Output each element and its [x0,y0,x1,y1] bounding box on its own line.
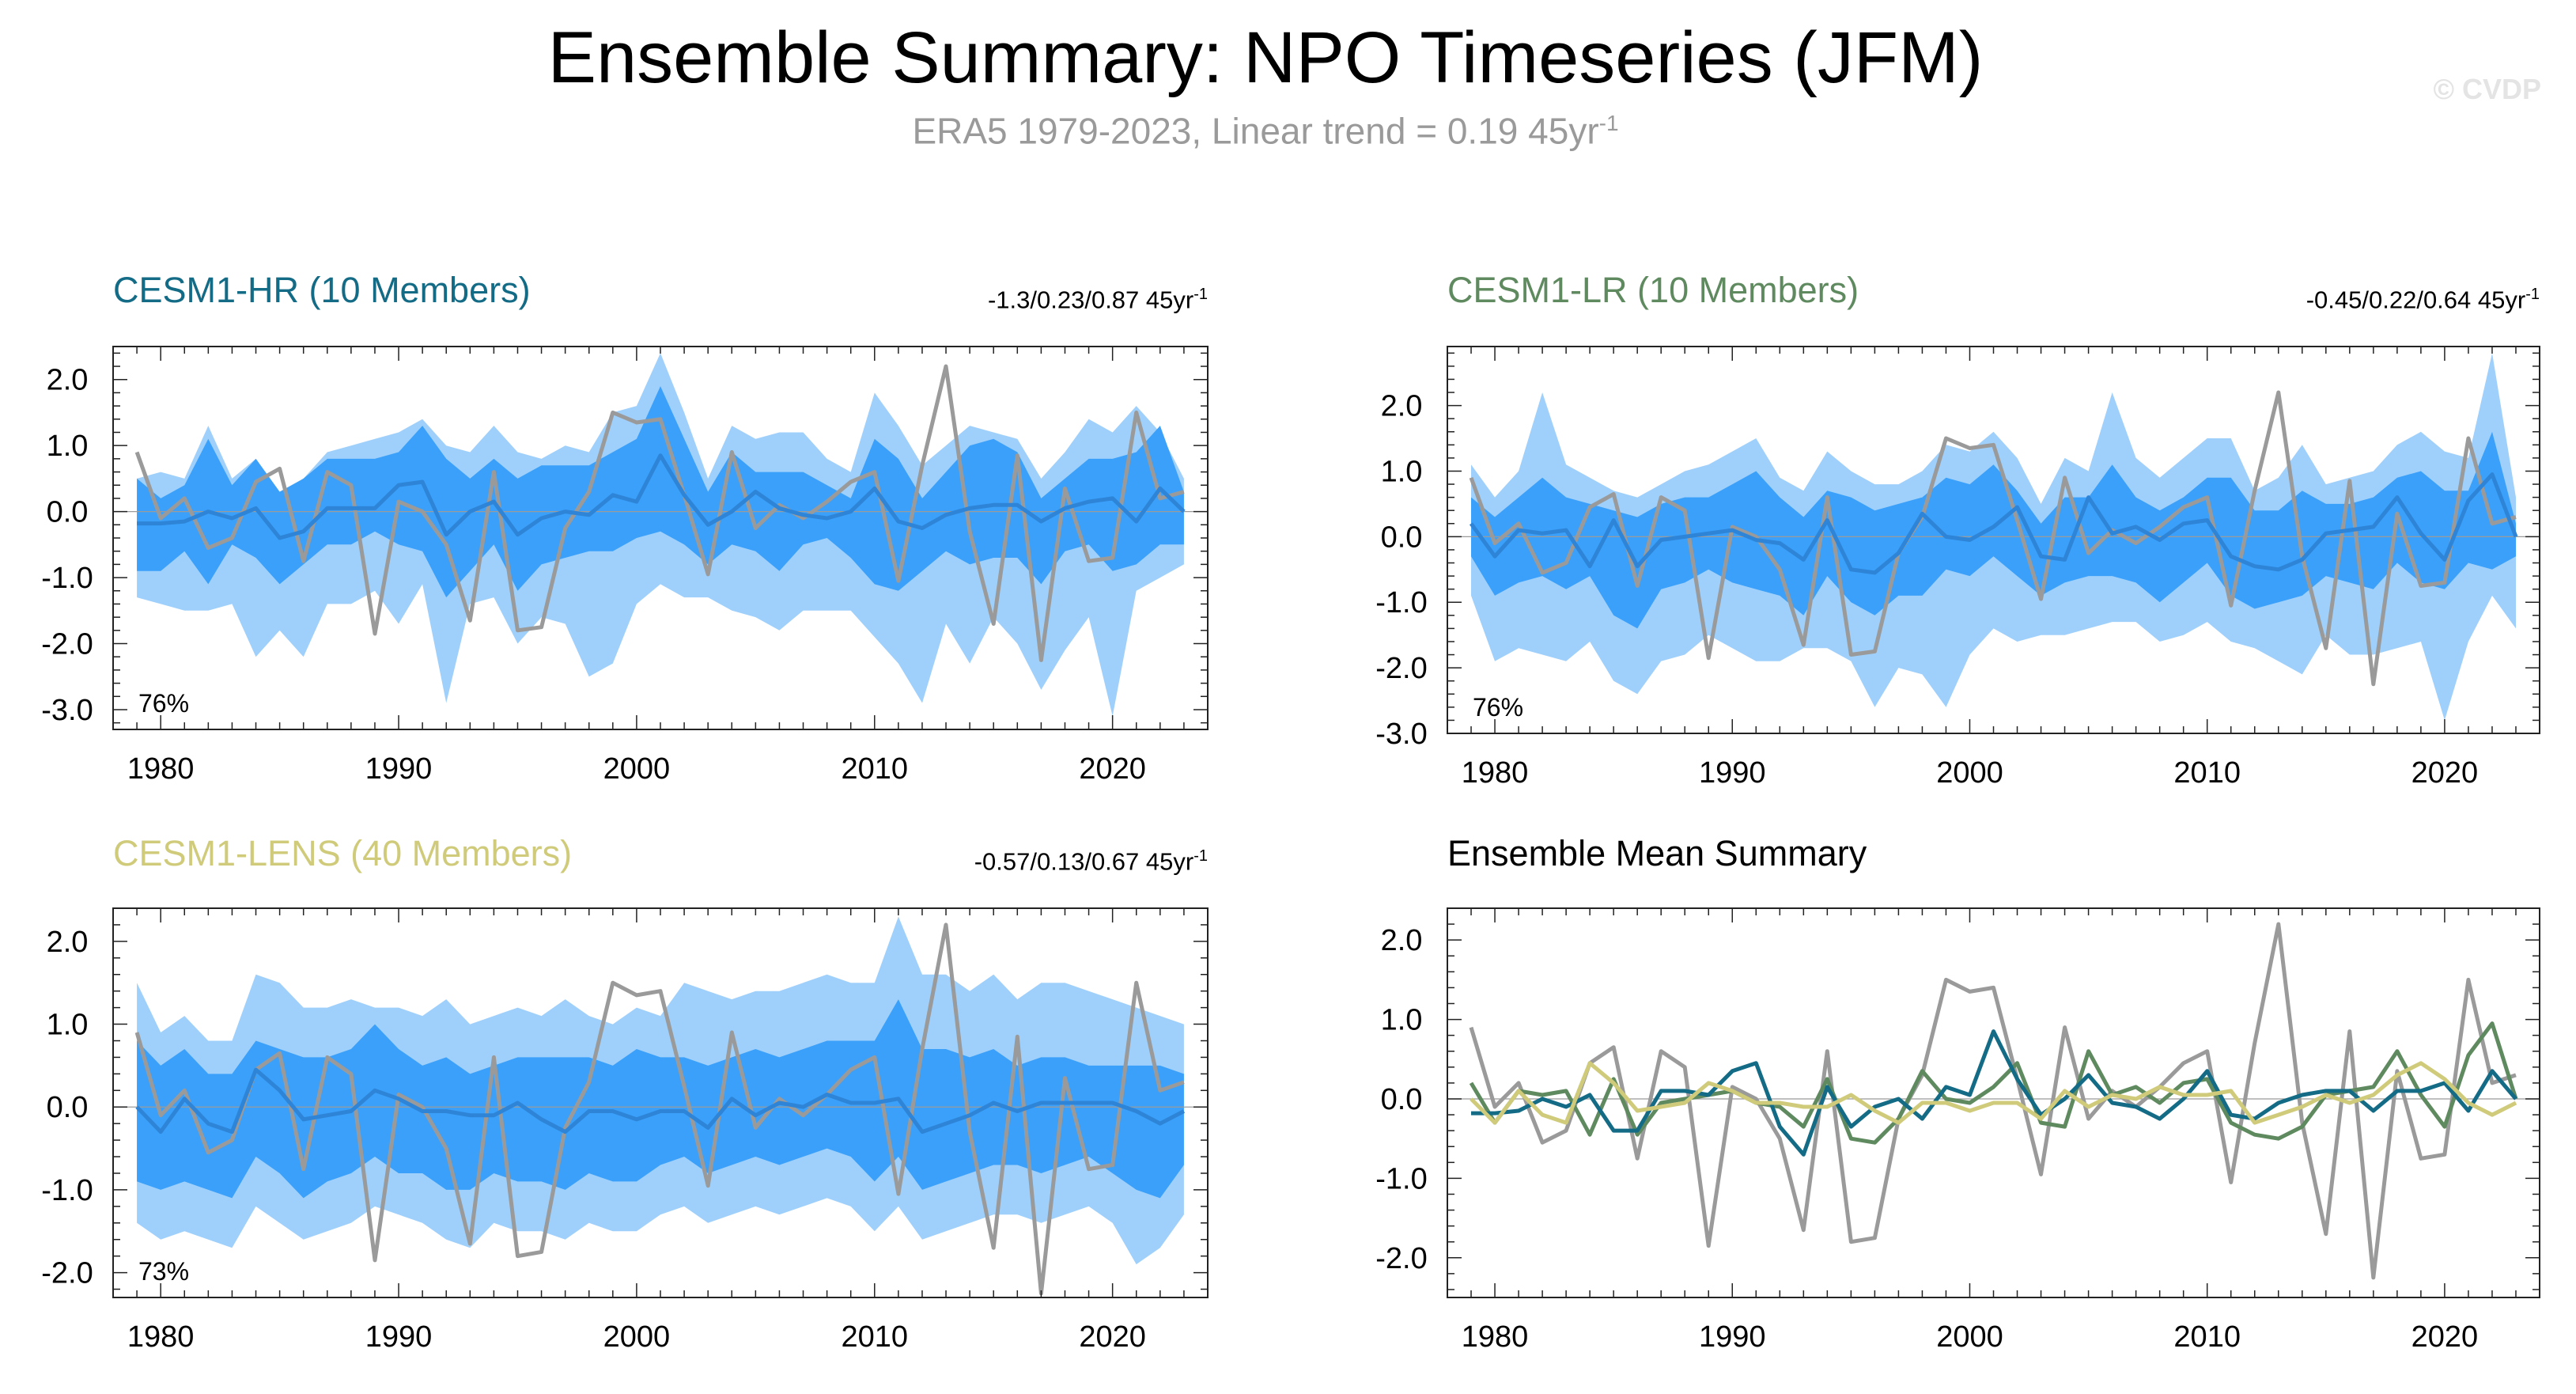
ensemble-mean-line-lr [1469,472,2518,575]
x-tick-label: 2010 [842,1320,909,1354]
x-tick-label: 1980 [1462,1320,1529,1354]
percent-label-lens: 73% [138,1257,189,1286]
percent-label-hr: 76% [138,689,189,718]
x-tick-label: 2020 [2411,1320,2479,1354]
y-tick-label: 2.0 [47,364,89,397]
chart-panel-mean: 1980 1990 2000 2010 2020 2.0 1.0 0.0 -1.0 -2.0 [1375,907,2540,1354]
inner-band-hr [137,386,1184,598]
y-tick-label: 0.0 [47,496,89,529]
panel-title-hr: CESM1-HR (10 Members) [113,270,531,310]
x-tick-label: 2010 [842,752,909,786]
x-tick-label: 2000 [603,752,671,786]
panel-title-ensemble-mean: Ensemble Mean Summary [1447,833,1867,873]
y-tick-label: -2.0 [1375,1242,1427,1275]
x-tick-label: 2010 [2173,756,2241,790]
x-tick-label: 2000 [1936,756,2003,790]
y-tick-label: 0.0 [1381,521,1423,554]
y-tick-label: -1.0 [41,1174,93,1207]
y-tick-label: 1.0 [47,1009,89,1042]
percent-label-lr: 76% [1473,693,1523,722]
trend-text-hr: -1.3/0.23/0.87 45yr [987,286,1194,314]
x-tick-label: 1990 [1699,1320,1766,1354]
observations-line-hr [134,364,1185,662]
trend-label-hr: -1.3/0.23/0.87 45yr-1 [807,278,1208,316]
chart-panel-hr: 76% 1980 1990 2000 2010 2020 2.0 1.0 0.0 -1.0 -2.0… [41,346,1209,786]
chart-panel-lens: 73% 1980 1990 2000 2010 2020 2.0 1.0 0.0 -1.0 -2.0 [41,907,1209,1354]
x-tick-label: 1990 [365,1320,433,1354]
subtitle-text: ERA5 1979-2023, Linear trend = 0.19 45yr [912,110,1599,152]
y-tick-label: 2.0 [47,926,89,959]
y-tick-label: -2.0 [41,1257,93,1290]
trend-sup-lens: -1 [1193,847,1208,865]
x-tick-label: 1980 [127,1320,195,1354]
trend-label-lr: -0.45/0.22/0.64 45yr-1 [2135,278,2540,316]
inner-band-lr [1471,431,2516,629]
page-subtitle: ERA5 1979-2023, Linear trend = 0.19 45yr… [0,101,2531,153]
x-tick-label: 2000 [1936,1320,2003,1354]
y-tick-label: 2.0 [1381,390,1423,423]
y-tick-label: -1.0 [41,562,93,595]
y-tick-label: 1.0 [47,430,89,463]
y-tick-label: -3.0 [1375,718,1427,751]
chart-panel-lr: 76% 1980 1990 2000 2010 2020 2.0 1.0 0.0 -1.0 -2.0… [1375,346,2540,790]
ensemble-mean-line-hr [137,453,1186,540]
x-tick-label: 1980 [127,752,195,786]
y-tick-label: -1.0 [1375,1162,1427,1195]
trend-sup-lr: -1 [2525,286,2540,303]
series-line-cesm1-hr [1471,1029,2517,1157]
cvdp-watermark: © CVDP [2433,73,2541,105]
ensemble-mean-line-lens [135,1067,1186,1135]
y-tick-label: 1.0 [1381,1004,1423,1037]
page-title: Ensemble Summary: NPO Timeseries (JFM) [547,17,1984,98]
series-line-cesm1-lens [1470,1061,2517,1125]
outer-band-hr [137,353,1184,717]
x-tick-label: 2010 [2173,1320,2241,1354]
y-tick-label: 0.0 [47,1091,89,1124]
trend-label-lens: -0.57/0.13/0.67 45yr-1 [807,840,1208,877]
x-tick-label: 1980 [1462,756,1529,790]
y-tick-label: -2.0 [41,628,93,661]
x-tick-label: 2020 [1079,1320,1146,1354]
trend-text-lr: -0.45/0.22/0.64 45yr [2306,286,2526,314]
x-tick-label: 1990 [365,752,433,786]
y-tick-label: 0.0 [1381,1083,1423,1116]
trend-text-lens: -0.57/0.13/0.67 45yr [974,847,1194,876]
subtitle-superscript: -1 [1598,111,1619,135]
panel-title-lens: CESM1-LENS (40 Members) [113,833,573,873]
x-tick-label: 2000 [603,1320,671,1354]
y-tick-label: 2.0 [1381,924,1423,957]
x-tick-label: 2020 [2411,756,2479,790]
y-tick-label: -2.0 [1375,652,1427,685]
x-tick-label: 2020 [1079,752,1146,786]
y-tick-label: -3.0 [41,694,93,727]
x-tick-label: 1990 [1699,756,1766,790]
trend-sup-hr: -1 [1193,286,1208,303]
panel-title-lr: CESM1-LR (10 Members) [1447,270,1859,310]
y-tick-label: 1.0 [1381,455,1423,488]
y-tick-label: -1.0 [1375,586,1427,619]
